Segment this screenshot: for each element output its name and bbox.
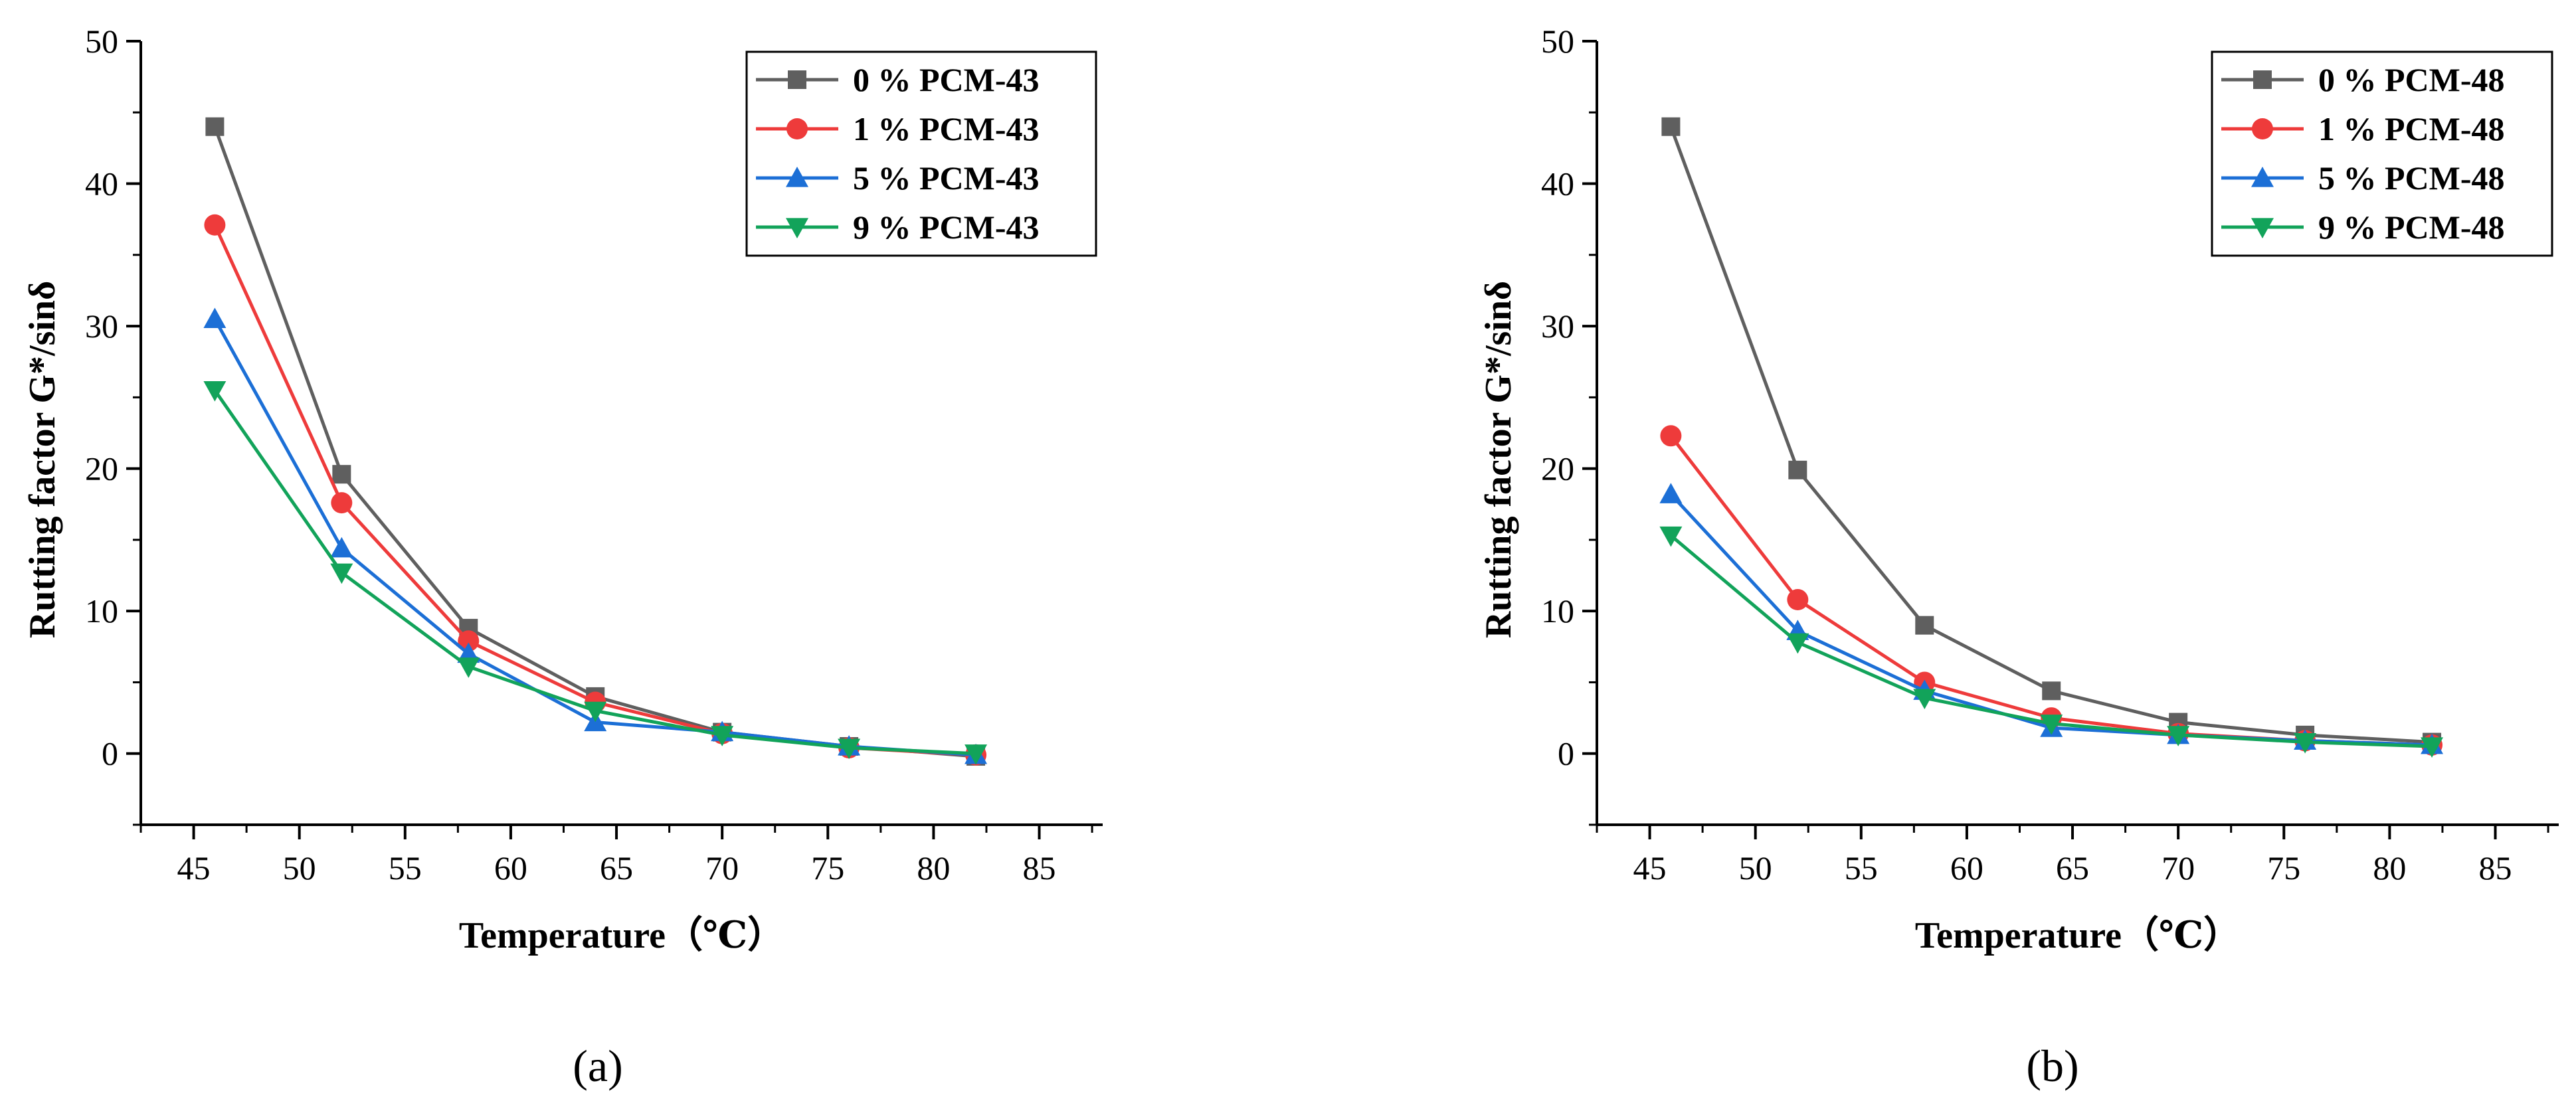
data-point [2294,732,2317,754]
legend-label: 5 % PCM-43 [853,159,1040,197]
legend-label: 0 % PCM-43 [853,61,1040,98]
x-tick-label: 60 [1950,849,1983,887]
x-tick-label: 60 [494,849,527,887]
legend-label: 9 % PCM-48 [2318,209,2505,246]
data-point [2421,737,2444,758]
data-point [2167,726,2190,746]
y-tick-label: 50 [85,23,118,60]
legend-marker [2253,70,2272,89]
x-tick-label: 80 [917,849,950,887]
legend-label: 1 % PCM-43 [853,110,1040,147]
x-tick-label: 70 [705,849,739,887]
x-tick-label: 45 [177,849,211,887]
legend-marker [786,218,808,238]
legend-marker [2252,118,2273,139]
data-point [332,465,351,484]
legend-label: 5 % PCM-48 [2318,159,2505,197]
data-point [711,726,734,746]
y-tick-label: 30 [85,307,118,345]
y-tick-label: 0 [1558,735,1574,772]
data-point [1660,425,1682,447]
y-tick-label: 0 [102,735,118,772]
data-point [457,657,480,678]
data-point [1913,689,1936,710]
x-tick-label: 50 [283,849,316,887]
data-point [203,307,227,328]
y-tick-label: 30 [1541,307,1574,345]
legend-label: 1 % PCM-48 [2318,110,2505,147]
series-line-2 [213,224,976,757]
chart-panel-b: 45 50 55 60 65 70 75 80 85 0 10 20 30 40 50 Temperature… [1478,23,2559,956]
data-point [1659,526,1683,547]
x-axis-title: Temperature（℃） [1915,914,2241,956]
y-tick-label: 10 [1541,592,1574,630]
y-tick-label: 20 [85,450,118,487]
legend-marker [2251,167,2274,187]
data-point [1786,633,1809,654]
data-point [838,738,861,760]
x-tick-label: 55 [389,849,422,887]
x-tick-label: 55 [1845,849,1878,887]
x-tick-label: 85 [2479,849,2512,887]
legend-label: 9 % PCM-43 [853,209,1040,246]
legend-marker [786,167,808,187]
x-tick-label: 50 [1739,849,1772,887]
chart-panel-a: 45 50 55 60 65 70 75 80 85 0 10 20 30 40 50 Temperature… [22,23,1103,956]
legend-marker [2251,218,2274,238]
y-tick-label: 20 [1541,450,1574,487]
data-point [965,744,988,765]
x-tick-label: 65 [600,849,633,887]
x-tick-label: 85 [1023,849,1056,887]
data-point [584,701,607,722]
data-point [1659,483,1683,503]
data-point [1661,117,1681,136]
y-tick-label: 50 [1541,23,1574,60]
panel-label-b: (b) [2026,1041,2078,1091]
y-tick-label: 10 [85,592,118,630]
x-tick-label: 45 [1633,849,1667,887]
data-point [330,537,353,558]
data-point [458,630,480,652]
data-point [204,214,226,236]
panel-label-a: (a) [573,1041,622,1091]
data-point [331,492,353,514]
data-point [1788,460,1807,479]
y-axis-title: Rutting factor G*/sinδ [1478,281,1519,638]
data-point [1915,616,1934,635]
legend-marker [786,118,808,139]
data-point [330,563,353,584]
legend-marker [788,70,806,89]
y-axis-title: Rutting factor G*/sinδ [22,281,63,638]
data-point [1787,589,1809,611]
x-axis-title: Temperature（℃） [459,914,784,956]
data-point [2040,715,2063,735]
data-point [203,381,227,402]
data-point [205,117,225,136]
y-tick-label: 40 [1541,165,1574,203]
x-tick-label: 75 [811,849,844,887]
x-tick-label: 80 [2373,849,2406,887]
legend-label: 0 % PCM-48 [2318,61,2505,98]
x-tick-label: 70 [2162,849,2195,887]
y-tick-label: 40 [85,165,118,203]
data-point [2042,681,2061,701]
x-tick-label: 75 [2267,849,2300,887]
x-tick-label: 65 [2056,849,2089,887]
